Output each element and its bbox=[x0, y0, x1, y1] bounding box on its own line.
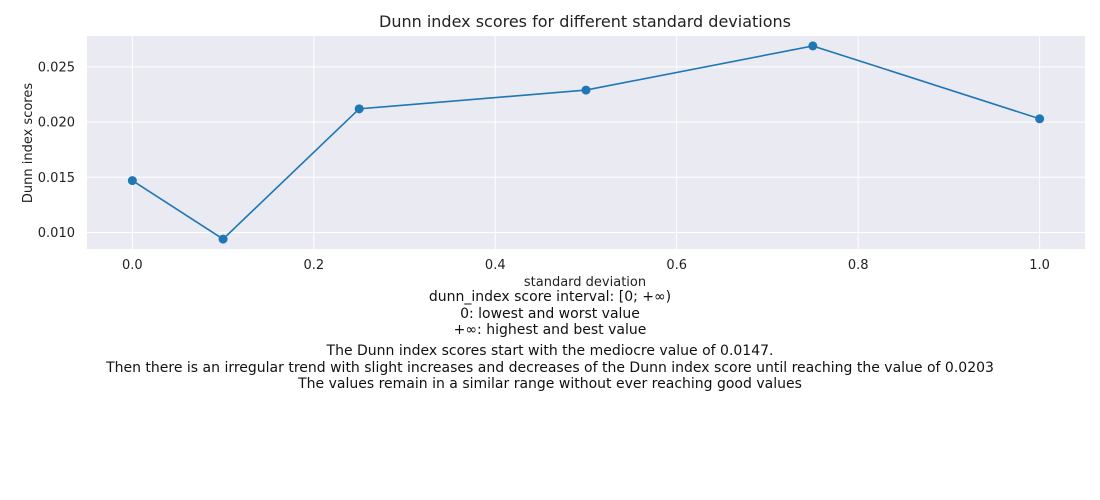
data-point bbox=[808, 41, 818, 51]
x-tick-label: 0.2 bbox=[303, 258, 324, 273]
series-line bbox=[131, 45, 1040, 241]
interval-line: dunn_index score interval: [0; +∞) bbox=[428, 289, 672, 305]
chart-title: Dunn index scores for different standard… bbox=[379, 12, 791, 31]
data-point bbox=[127, 176, 137, 186]
x-tick-label: 1.0 bbox=[1029, 258, 1050, 273]
dunn-index-chart: Dunn index scores for different standard… bbox=[21, 12, 1085, 290]
x-tick-label: 0.8 bbox=[848, 258, 869, 273]
x-tick-label: 0.0 bbox=[122, 258, 143, 273]
x-tick-label: 0.6 bbox=[666, 258, 687, 273]
data-point bbox=[581, 85, 591, 95]
x-tick-label: 0.4 bbox=[485, 258, 506, 273]
trend-line: The values remain in a similar range wit… bbox=[298, 376, 802, 392]
y-tick-label: 0.010 bbox=[38, 226, 75, 241]
trend-line: Then there is an irregular trend with sl… bbox=[106, 359, 994, 376]
y-tick-labels: 0.010 0.015 0.020 0.025 bbox=[38, 60, 75, 241]
x-axis-label: standard deviation bbox=[524, 275, 646, 290]
plot-area bbox=[87, 36, 1085, 249]
interval-line: 0: lowest and worst value bbox=[460, 305, 640, 322]
y-tick-label: 0.020 bbox=[38, 116, 75, 131]
data-point bbox=[354, 104, 364, 114]
trend-line: The Dunn index scores start with the med… bbox=[326, 343, 774, 359]
y-tick-label: 0.025 bbox=[38, 60, 75, 75]
interval-line: +∞: highest and best value bbox=[453, 322, 647, 338]
trend-description: The Dunn index scores start with the med… bbox=[0, 343, 1100, 393]
x-tick-labels: 0.0 0.2 0.4 0.6 0.8 1.0 bbox=[122, 258, 1050, 273]
y-gridlines bbox=[87, 66, 1085, 233]
y-tick-label: 0.015 bbox=[38, 171, 75, 186]
data-point bbox=[1035, 114, 1045, 124]
series-points bbox=[127, 41, 1045, 244]
x-gridlines bbox=[131, 36, 1041, 249]
data-point bbox=[218, 234, 228, 244]
y-axis-label: Dunn index scores bbox=[21, 83, 36, 203]
score-interval-notes: dunn_index score interval: [0; +∞) 0: lo… bbox=[0, 289, 1100, 339]
